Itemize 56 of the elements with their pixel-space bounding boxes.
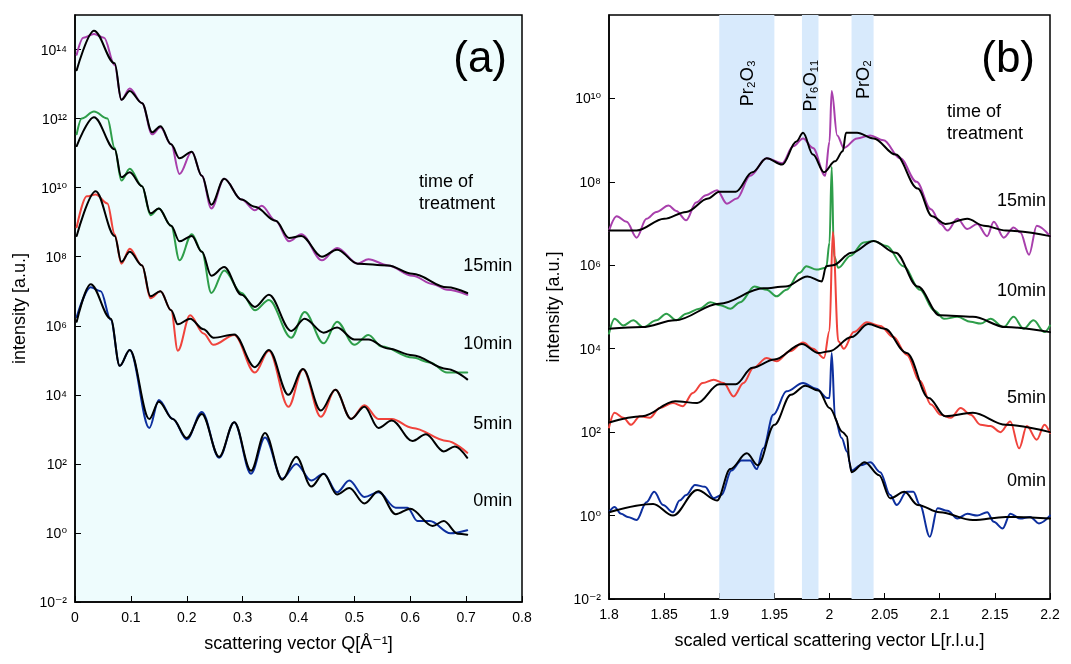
x-tick-label: 0.4 (288, 609, 309, 625)
x-tick-label: 1.85 (650, 606, 678, 622)
series-label: 10min (996, 279, 1046, 300)
series-label: 10min (463, 332, 513, 353)
y-tick-label: 10⁻² (573, 591, 602, 607)
x-tick-label: 0.7 (456, 609, 477, 625)
annotation: time of treatment (947, 101, 1024, 143)
series-label: 0min (1006, 469, 1046, 490)
y-axis-title: intensity [a.u.] (9, 252, 30, 365)
y-tick-label: 10⁴ (45, 386, 67, 403)
x-tick-label: 2.05 (871, 606, 899, 622)
line-series (608, 351, 1051, 538)
x-tick-label: 2.15 (981, 606, 1009, 622)
y-tick-label: 10¹⁰ (575, 90, 602, 107)
x-tick-label: 1.8 (599, 606, 619, 622)
band-label: Pr₆O₁₁ (800, 60, 821, 112)
x-tick-label: 1.9 (709, 606, 730, 622)
band-label: PrO₂ (852, 60, 873, 99)
y-tick-label: 10⁴ (579, 340, 601, 357)
y-tick-label: 10⁰ (579, 507, 602, 524)
y-tick-label: 10¹⁴ (40, 41, 67, 58)
annotation: time of treatment (419, 171, 496, 213)
x-tick-label: 1.95 (760, 606, 789, 622)
x-tick-label: 0.5 (344, 609, 365, 625)
x-tick-label: 0.6 (400, 609, 421, 625)
y-tick-label: 10² (46, 455, 68, 472)
series-label: 15min (463, 254, 513, 275)
chart-title: (a) (453, 31, 508, 81)
x-axis-title: scattering vector Q[Å⁻¹] (204, 633, 393, 653)
x-tick-label: 2 (825, 606, 834, 622)
y-axis-title: intensity [a.u.] (543, 251, 564, 363)
x-tick-label: 0.8 (512, 609, 532, 625)
x-tick-label: 0.1 (121, 609, 141, 625)
y-tick-label: 10⁸ (45, 248, 68, 265)
chart-title: (b) (981, 31, 1036, 81)
x-tick-label: 2.2 (1040, 606, 1060, 622)
x-tick-label: 2.1 (930, 606, 950, 622)
y-tick-label: 10⁶ (45, 317, 67, 334)
series-label: 5min (473, 412, 513, 433)
y-tick-label: 10⁰ (45, 524, 68, 541)
y-tick-label: 10⁸ (579, 173, 602, 190)
line-series (608, 230, 1051, 450)
x-tick-label: 0 (71, 609, 80, 625)
series-label: 0min (473, 490, 513, 511)
y-tick-label: 10⁶ (579, 257, 601, 274)
y-tick-label: 10¹⁰ (41, 179, 68, 196)
series-label: 5min (1006, 387, 1046, 408)
line-series (608, 165, 1051, 335)
y-tick-label: 10¹² (42, 110, 68, 127)
x-axis-title: scaled vertical scattering vector L[r.l.u.] (674, 630, 985, 650)
band-label: Pr₂O₃ (736, 60, 757, 107)
x-tick-label: 0.3 (232, 609, 253, 625)
y-tick-label: 10² (580, 424, 602, 441)
series-label: 15min (996, 190, 1046, 211)
x-tick-label: 0.2 (177, 609, 197, 625)
y-tick-label: 10⁻² (39, 594, 68, 610)
